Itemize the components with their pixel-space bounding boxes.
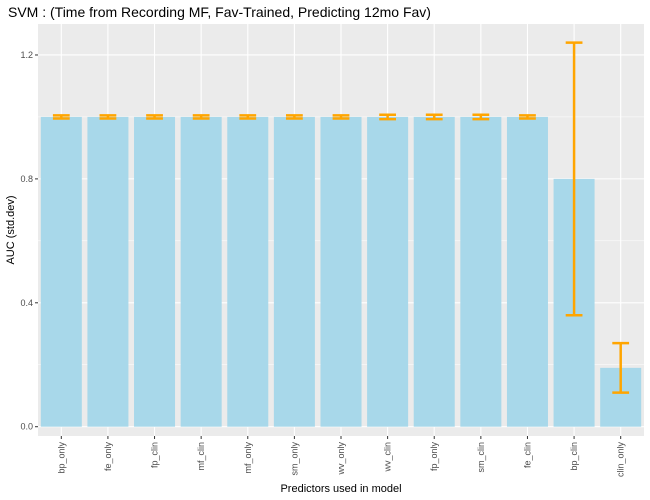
bar-fp_only (413, 116, 455, 427)
error-bar-wv_clin (379, 113, 397, 121)
bar-wv_only (320, 116, 362, 427)
error-bar-bp_clin (565, 41, 583, 317)
x-axis-title: Predictors used in model (280, 483, 401, 495)
y-axis-ticks: 0.0 0.4 0.8 1.2 (20, 50, 38, 432)
x-tick-label-bp_only: bp_only (56, 442, 66, 474)
error-bar-sm_clin (472, 113, 490, 121)
bar-fe_only (87, 116, 129, 427)
x-tick-label-wv_only: wv_only (336, 442, 346, 476)
y-axis-title: AUC (std.dev) (5, 195, 17, 264)
error-bar-fp_only (425, 113, 443, 121)
error-bar-fp_clin (146, 114, 163, 120)
x-tick-label-wv_clin: wv_clin (383, 442, 393, 473)
x-tick-label-fp_only: fp_only (429, 442, 439, 472)
bar-mf_clin (180, 116, 222, 427)
chart-title: SVM : (Time from Recording MF, Fav-Train… (8, 4, 431, 20)
error-bars (52, 41, 630, 394)
x-axis-ticks: bp_only fe_only fp_clin mf_clin mf_only sm_on… (56, 436, 626, 478)
bar-bp_only (40, 116, 82, 427)
x-tick-label-clin_only: clin_only (616, 442, 626, 478)
x-tick-label-mf_only: mf_only (243, 442, 253, 474)
y-tick-label: 0.4 (20, 298, 33, 308)
error-bar-fe_only (99, 114, 117, 120)
bar-fp_clin (134, 116, 176, 427)
bars (40, 116, 642, 427)
error-bar-mf_only (239, 114, 257, 120)
error-bar-wv_only (332, 114, 350, 120)
x-tick-label-sm_clin: sm_clin (476, 442, 486, 473)
x-tick-label-fp_clin: fp_clin (150, 442, 160, 468)
bar-mf_only (227, 116, 269, 427)
x-tick-label-sm_only: sm_only (289, 442, 299, 476)
error-bar-bp_only (52, 114, 70, 120)
error-bar-fe_clin (519, 114, 536, 120)
x-tick-label-bp_clin: bp_clin (569, 442, 579, 471)
x-tick-label-mf_clin: mf_clin (196, 442, 206, 471)
y-tick-label: 1.2 (20, 50, 33, 60)
error-bar-mf_clin (192, 114, 210, 120)
y-tick-label: 0.8 (20, 174, 33, 184)
bar-sm_only (273, 116, 315, 427)
bar-wv_clin (367, 116, 409, 427)
y-tick-label: 0.0 (20, 422, 33, 432)
x-tick-label-fe_clin: fe_clin (522, 442, 532, 468)
x-tick-label-fe_only: fe_only (103, 442, 113, 472)
error-bar-clin_only (612, 341, 630, 394)
bar-fe_clin (506, 116, 548, 427)
bar-sm_clin (460, 116, 502, 427)
error-bar-sm_only (285, 114, 303, 120)
